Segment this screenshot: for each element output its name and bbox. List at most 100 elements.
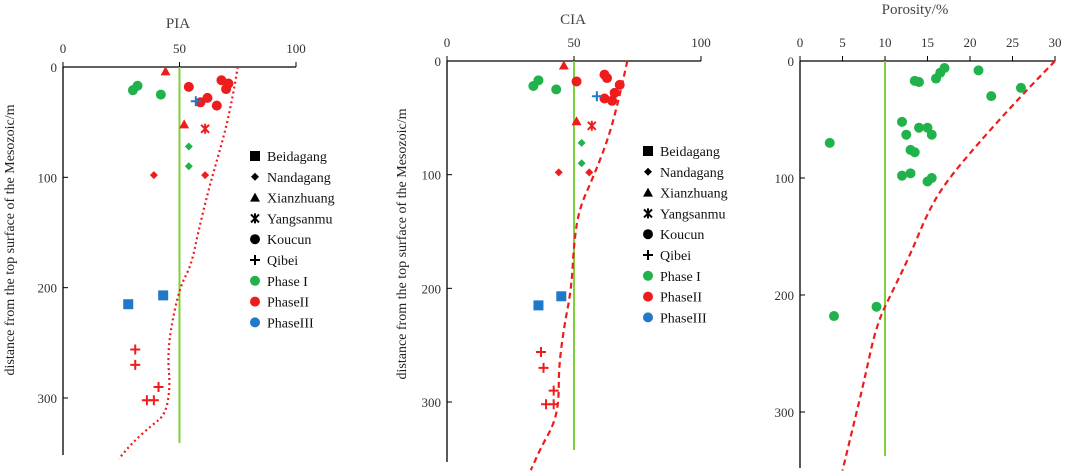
x-tick-label: 30: [1049, 35, 1062, 50]
data-point: [607, 95, 618, 106]
data-point: [158, 290, 169, 301]
data-point: [905, 168, 916, 179]
data-point: [909, 147, 920, 158]
legend-marker-xianzhuang: [250, 192, 260, 202]
data-point: [914, 122, 924, 133]
legend-marker-nandagang: [251, 172, 259, 181]
legend-label: Yangsanmu: [267, 212, 332, 227]
data-point: [184, 142, 193, 151]
data-point: [202, 92, 213, 103]
y-tick-label: 100: [775, 171, 795, 186]
legend-marker-xianzhuang: [643, 187, 653, 197]
y-tick-label: 0: [788, 54, 795, 69]
legend-label: Phase I: [267, 275, 308, 290]
legend-marker-phase-i: [250, 275, 260, 286]
data-point: [548, 399, 559, 410]
panel3-trend-curve: [841, 60, 1056, 471]
data-point: [591, 91, 602, 102]
x-tick-label: 0: [797, 35, 804, 50]
data-point: [148, 395, 159, 406]
x-tick-label: 100: [691, 35, 711, 50]
legend-label: PhaseIII: [660, 311, 707, 326]
data-point: [939, 63, 950, 74]
legend-label: Yangsanmu: [660, 207, 725, 222]
x-tick-label: 20: [964, 35, 977, 50]
legend-marker-qibei: [643, 250, 653, 260]
data-point: [614, 79, 625, 90]
data-point: [160, 66, 171, 76]
y-tick-label: 0: [435, 54, 442, 69]
data-point: [558, 60, 569, 70]
data-point: [926, 129, 937, 140]
data-point: [200, 123, 210, 134]
data-point: [986, 91, 997, 102]
legend-label: PhaseII: [267, 296, 309, 311]
data-point: [535, 346, 546, 357]
data-point: [599, 93, 610, 104]
legend-label: Koucun: [267, 233, 311, 248]
data-point: [551, 84, 562, 95]
legend-marker-koucun: [643, 229, 653, 240]
x-tick-label: 50: [173, 41, 186, 56]
data-point: [571, 76, 582, 87]
legend-marker-koucun: [250, 234, 260, 245]
legend-marker-beidagang: [250, 151, 260, 161]
pia-y-axis-label: distance from the top surface of the Mes…: [3, 104, 18, 375]
data-point: [533, 300, 544, 311]
data-point: [123, 299, 134, 310]
data-point: [973, 65, 984, 76]
legend-marker-phaseii: [643, 291, 653, 302]
legend-marker-phaseiii: [643, 312, 653, 323]
y-tick-label: 0: [51, 60, 58, 75]
panel2-trend-curve: [529, 60, 629, 471]
cia-panel: CIA distance from the top surface of the…: [395, 12, 711, 471]
data-point: [585, 168, 594, 177]
data-point: [538, 362, 549, 373]
legend-2: Beidagang Nandagang Xianzhuang Yangsanmu Kou…: [643, 145, 728, 326]
y-tick-label: 300: [422, 395, 442, 410]
data-point: [183, 81, 194, 92]
data-point: [179, 119, 190, 129]
legend-marker-phase-i: [643, 270, 653, 281]
legend-label: PhaseIII: [267, 316, 314, 331]
legend-label: Phase I: [660, 270, 701, 285]
data-point: [184, 162, 193, 171]
legend-label: Beidagang: [660, 145, 720, 160]
legend-label: Koucun: [660, 228, 704, 243]
data-point: [132, 80, 143, 91]
y-tick-label: 300: [38, 391, 58, 406]
legend-label: Xianzhuang: [267, 192, 335, 207]
y-tick-label: 300: [775, 405, 795, 420]
data-point: [211, 100, 222, 111]
legend-marker-yangsanmu: [643, 208, 653, 219]
data-point: [554, 168, 563, 177]
data-point: [548, 385, 559, 396]
data-point: [897, 170, 907, 181]
data-point: [533, 75, 544, 86]
x-tick-label: 100: [286, 41, 306, 56]
data-point: [571, 116, 582, 126]
legend-marker-yangsanmu: [250, 213, 260, 224]
data-point: [190, 96, 201, 107]
data-point: [130, 344, 141, 355]
legend-label: Qibei: [267, 254, 298, 269]
legend-marker-qibei: [250, 255, 260, 265]
cia-y-axis-label: distance from the top surface of the Mes…: [395, 108, 410, 379]
legend-label: Xianzhuang: [660, 187, 728, 202]
data-point: [901, 129, 912, 140]
x-tick-label: 15: [921, 35, 934, 50]
legend-marker-phaseiii: [250, 317, 260, 328]
data-point: [829, 311, 839, 322]
panel1-trend-curve: [118, 66, 239, 460]
legend-label: PhaseII: [660, 291, 702, 306]
x-tick-label: 25: [1006, 35, 1019, 50]
y-tick-label: 200: [422, 281, 442, 296]
data-point: [223, 78, 234, 89]
data-point: [577, 159, 586, 168]
x-tick-label: 10: [879, 35, 892, 50]
legend-marker-nandagang: [644, 167, 652, 176]
data-point: [926, 173, 937, 183]
porosity-title: Porosity/%: [882, 2, 949, 18]
x-tick-label: 0: [60, 41, 67, 56]
